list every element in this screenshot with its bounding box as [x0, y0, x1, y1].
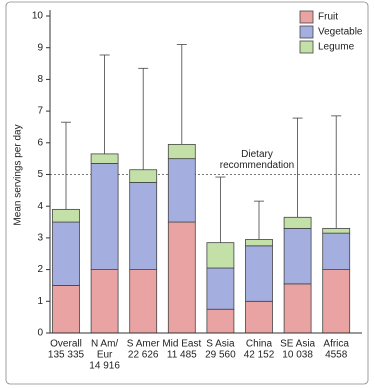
bar-segment: [129, 182, 158, 271]
bar-segment: [52, 221, 80, 286]
x-tick-label: Overall: [50, 339, 82, 350]
legend-label: Fruit: [318, 12, 338, 23]
legend-swatch: [299, 10, 314, 24]
bar-segment: [90, 153, 119, 164]
y-axis-label: Mean servings per day: [13, 124, 24, 225]
x-tick-label: 11 485: [167, 350, 197, 361]
bar-segment: [167, 143, 196, 160]
x-tick-label: Eur: [97, 350, 113, 361]
bar-segment: [206, 267, 235, 310]
x-tick-label: N Am/: [91, 339, 118, 350]
y-tick-label: 7: [37, 106, 43, 117]
bar-segment: [283, 227, 312, 285]
bar-segment: [283, 283, 312, 334]
x-tick-label: 14 916: [89, 361, 120, 372]
x-tick-label: 22 626: [128, 350, 159, 361]
bar-segment: [90, 269, 119, 334]
bar-segment: [90, 163, 119, 270]
bar-segment: [245, 245, 273, 302]
y-tick-label: 10: [32, 11, 44, 22]
bar-segment: [245, 239, 273, 247]
bar-segment: [129, 269, 158, 334]
y-tick-label: 9: [37, 42, 43, 53]
y-tick-label: 3: [37, 233, 43, 244]
bar-segment: [206, 242, 235, 269]
legend-swatch: [299, 40, 314, 54]
legend-label: Vegetable: [318, 27, 363, 38]
x-tick-label: Africa: [323, 339, 349, 350]
bar-segment: [167, 221, 196, 334]
y-tick-label: 1: [37, 296, 43, 307]
x-tick-label: S Asia: [206, 339, 235, 350]
bar-segment: [322, 232, 351, 271]
legend-swatch: [299, 25, 314, 39]
bar-segment: [322, 227, 351, 234]
reference-label: Dietary: [241, 149, 273, 160]
x-tick-label: Mid East: [162, 339, 201, 350]
x-tick-label: 10 038: [282, 350, 313, 361]
legend-label: Legume: [318, 42, 355, 53]
y-tick-label: 8: [37, 74, 43, 85]
x-tick-label: 135 335: [48, 350, 85, 361]
y-tick-label: 4: [37, 201, 43, 212]
y-tick-label: 6: [37, 137, 43, 148]
x-tick-label: China: [246, 339, 273, 350]
x-tick-label: S Amer: [127, 339, 160, 350]
y-tick-label: 0: [37, 328, 43, 339]
x-tick-label: 42 152: [244, 350, 275, 361]
bar-segment: [52, 208, 80, 223]
x-tick-label: 29 560: [205, 350, 236, 361]
bar-segment: [129, 169, 158, 183]
bar-segment: [283, 216, 312, 229]
y-tick-label: 2: [37, 264, 43, 275]
bar-segment: [52, 285, 80, 334]
frame: [5, 1, 369, 385]
bar-segment: [206, 308, 235, 334]
reference-label: recommendation: [220, 160, 294, 171]
bar-segment: [167, 158, 196, 223]
y-tick-label: 5: [37, 169, 43, 180]
bar-segment: [245, 300, 273, 334]
x-tick-label: 4558: [325, 350, 348, 361]
bar-segment: [322, 269, 351, 334]
x-tick-label: SE Asia: [280, 339, 315, 350]
